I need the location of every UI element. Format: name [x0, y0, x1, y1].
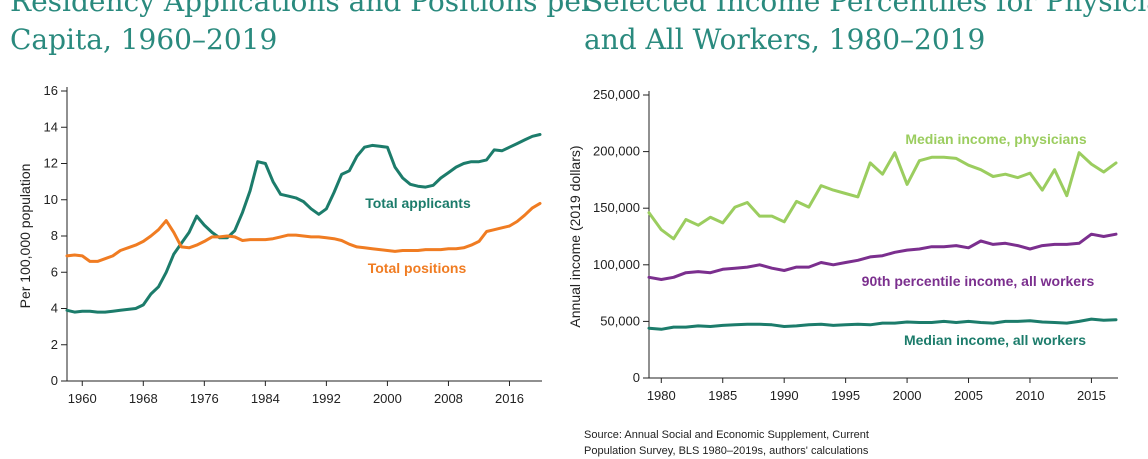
left-y-tick-label: 14 — [44, 119, 58, 134]
left-x-tick-label: 1992 — [312, 391, 341, 406]
right-x-tick-label: 2005 — [954, 388, 983, 403]
right-series-label-3: Median income, all workers — [904, 332, 1086, 348]
right-y-tick-label: 250,000 — [593, 87, 640, 102]
right-x-tick-label: 1985 — [708, 388, 737, 403]
source-note: Source: Annual Social and Economic Suppl… — [584, 427, 869, 459]
left-y-tick-label: 8 — [51, 228, 58, 243]
left-x-tick-label: 2000 — [373, 391, 402, 406]
left-series-label-1: Total applicants — [365, 195, 471, 211]
right-chart-title: Selected Income Percentiles for Physicia… — [584, 0, 1148, 59]
right-x-tick-label: 2010 — [1016, 388, 1045, 403]
left-y-tick-label: 6 — [51, 264, 58, 279]
left-series-line-2 — [65, 201, 542, 263]
right-title-line1: Selected Income Percentiles for Physicia… — [584, 0, 1148, 18]
left-title-line2: Capita, 1960–2019 — [10, 23, 278, 56]
right-y-tick-label: 100,000 — [593, 257, 640, 272]
right-x-tick-label: 1980 — [647, 388, 676, 403]
left-x-tick-label: 1976 — [190, 391, 219, 406]
right-y-tick-label: 150,000 — [593, 200, 640, 215]
left-x-tick-label: 1984 — [251, 391, 280, 406]
right-title-line2: and All Workers, 1980–2019 — [584, 23, 986, 56]
right-y-tick-label: 200,000 — [593, 144, 640, 159]
right-x-tick-label: 2000 — [893, 388, 922, 403]
left-y-tick-label: 2 — [51, 337, 58, 352]
right-x-tick-label: 1990 — [770, 388, 799, 403]
left-chart-title: Residency Applications and Positions per… — [10, 0, 594, 59]
left-y-tick-label: 12 — [44, 156, 58, 171]
source-line1: Source: Annual Social and Economic Suppl… — [584, 429, 869, 441]
right-y-axis-label: Annual income (2019 dollars) — [567, 145, 583, 327]
right-x-tick-label: 2015 — [1077, 388, 1106, 403]
right-x-tick-label: 1995 — [831, 388, 860, 403]
right-series-label-1: Median income, physicians — [905, 131, 1086, 147]
left-x-tick-label: 1968 — [129, 391, 158, 406]
right-chart: 0 50,000 100,000 150,000 200,000 250,000 1980 1… — [567, 87, 1118, 403]
right-series-line-3 — [647, 317, 1118, 331]
left-title-line1: Residency Applications and Positions per — [10, 0, 595, 18]
right-y-tick-label: 0 — [633, 370, 640, 385]
source-line2: Population Survey, BLS 1980–2019s, autho… — [584, 445, 869, 457]
left-y-tick-label: 4 — [51, 301, 58, 316]
left-x-tick-label: 2016 — [495, 391, 524, 406]
right-series-label-2: 90th percentile income, all workers — [862, 273, 1095, 289]
left-y-tick-label: 0 — [51, 373, 58, 388]
right-y-tick-label: 50,000 — [600, 313, 640, 328]
left-y-tick-label: 16 — [44, 83, 58, 98]
right-series-line-1 — [647, 151, 1118, 241]
left-x-tick-label: 1960 — [68, 391, 97, 406]
left-chart: 0 2 4 6 8 10 12 14 16 1960 1968 1976 1984 1992 2000 200… — [17, 83, 542, 406]
left-series-label-2: Total positions — [368, 260, 467, 276]
right-series-line-2 — [647, 232, 1118, 281]
left-y-tick-label: 10 — [44, 192, 58, 207]
left-y-axis-label: Per 100,000 population — [17, 164, 33, 309]
left-x-tick-label: 2008 — [434, 391, 463, 406]
left-series-line-1 — [65, 133, 542, 314]
